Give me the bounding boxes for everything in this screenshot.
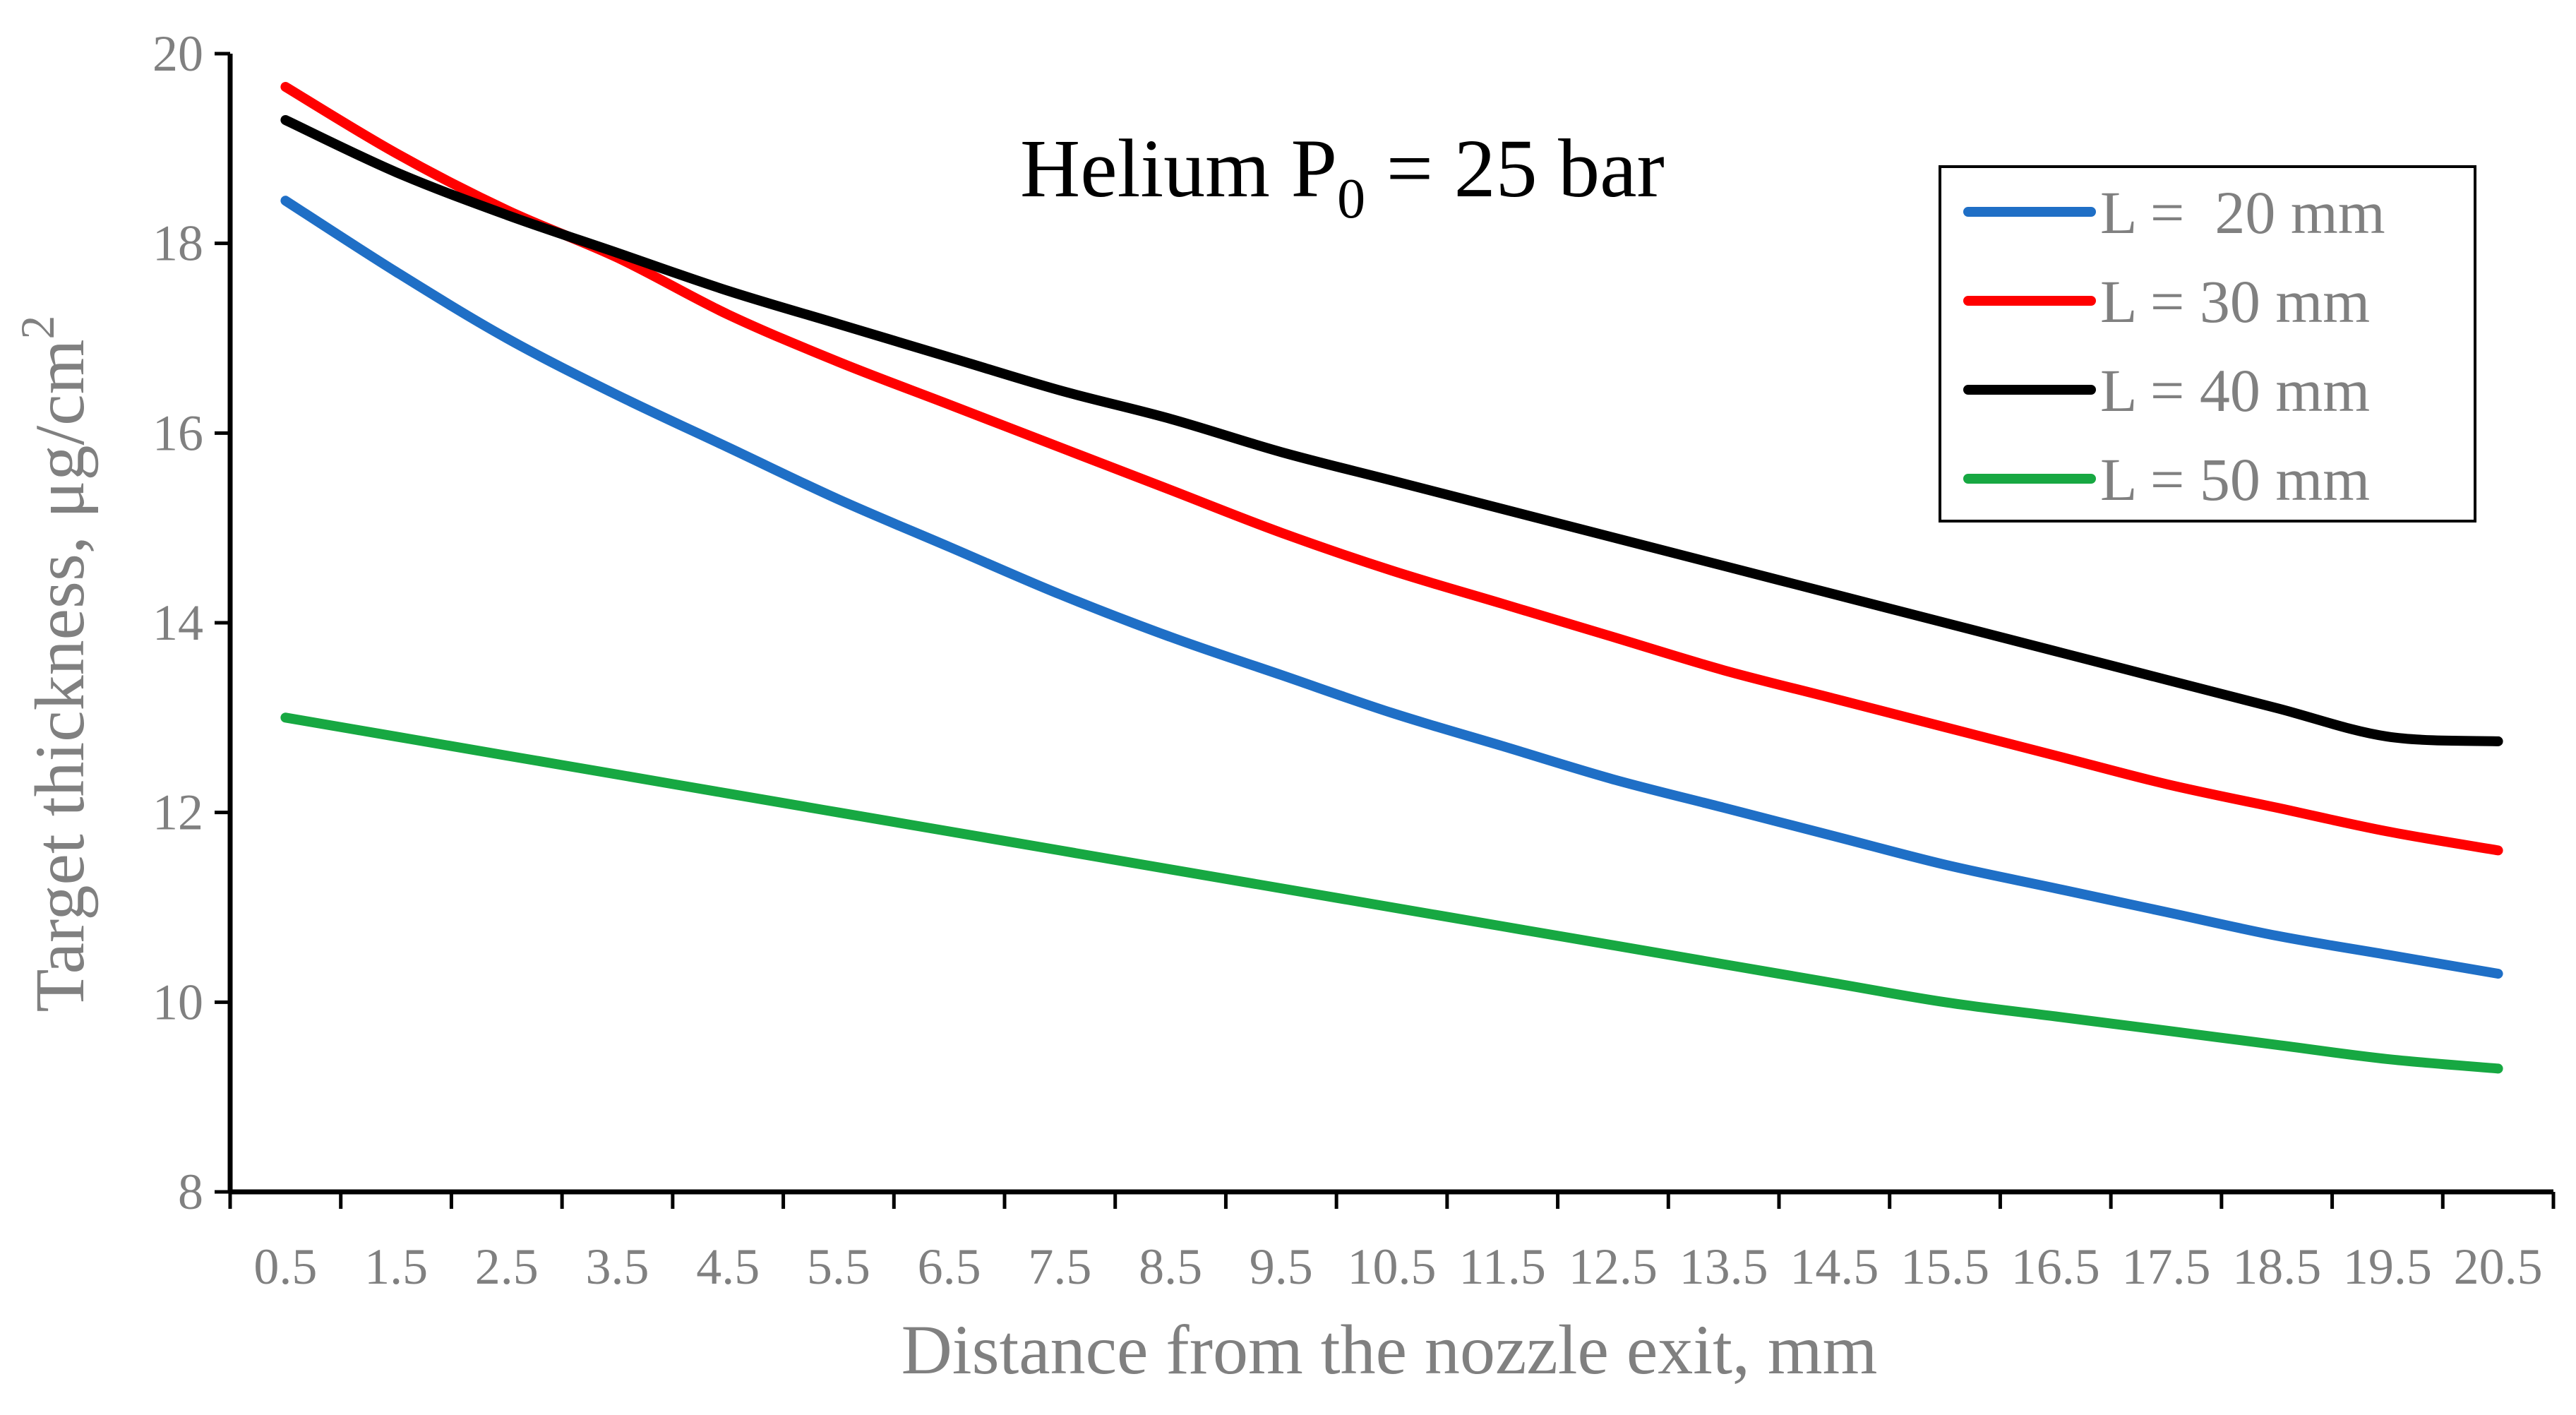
x-tick-label: 1.5	[364, 1238, 428, 1295]
x-tick-label: 0.5	[253, 1238, 317, 1295]
y-tick-label: 12	[152, 784, 203, 841]
legend-label: L = 50 mm	[2100, 446, 2370, 513]
y-tick-label: 16	[152, 405, 203, 461]
y-tick-label: 14	[152, 595, 203, 651]
legend-label: L = 40 mm	[2100, 357, 2370, 424]
y-axis-title: Target thickness, μg/cm2	[11, 316, 99, 1013]
x-tick-label: 14.5	[1790, 1238, 1879, 1295]
x-tick-label: 16.5	[2011, 1238, 2100, 1295]
legend-box	[1939, 165, 2476, 523]
chart-title: Helium P0 = 25 bar	[1020, 122, 1665, 230]
x-tick-label: 18.5	[2232, 1238, 2321, 1295]
x-tick-label: 5.5	[807, 1238, 870, 1295]
x-tick-label: 2.5	[475, 1238, 539, 1295]
y-tick-label: 10	[152, 974, 203, 1030]
x-tick-label: 7.5	[1028, 1238, 1091, 1295]
x-tick-label: 10.5	[1348, 1238, 1437, 1295]
y-axis-title-group: Target thickness, μg/cm2	[11, 316, 99, 1013]
x-tick-label: 13.5	[1679, 1238, 1768, 1295]
legend-items: L = 20 mm L = 30 mm L = 40 mm L = 50 mm	[1963, 179, 2385, 513]
y-tick-label: 20	[152, 25, 203, 82]
x-tick-label: 3.5	[586, 1238, 649, 1295]
series-layer	[280, 82, 2503, 1074]
x-tick-label: 6.5	[918, 1238, 981, 1295]
x-tick-label: 19.5	[2343, 1238, 2432, 1295]
x-axis-title: Distance from the nozzle exit, mm	[901, 1310, 1878, 1389]
x-tick-label: 8.5	[1139, 1238, 1202, 1295]
legend-label: L = 20 mm	[2100, 179, 2385, 246]
legend: L = 20 mm L = 30 mm L = 40 mm L = 50 mm	[1939, 165, 2476, 523]
series-line-4	[280, 712, 2503, 1074]
x-tick-label: 17.5	[2122, 1238, 2211, 1295]
x-tick-label: 11.5	[1459, 1238, 1546, 1295]
x-tick-label: 9.5	[1250, 1238, 1313, 1295]
x-tick-label: 20.5	[2454, 1238, 2543, 1295]
y-tick-label: 18	[152, 215, 203, 272]
series-line-1	[280, 196, 2503, 979]
x-ticks: 0.5 1.5 2.5 3.5 4.5 5.5 6.5 7.5 8.5 9.5 10.5 11.5 12…	[228, 1192, 2556, 1295]
y-ticks: 8 10 12 14 16 18 20	[152, 25, 230, 1220]
y-tick-label: 8	[178, 1164, 203, 1220]
x-tick-label: 15.5	[1900, 1238, 1989, 1295]
x-tick-label: 4.5	[696, 1238, 760, 1295]
x-tick-label: 12.5	[1569, 1238, 1658, 1295]
series-line-3	[280, 115, 2503, 746]
series-line-2	[280, 82, 2503, 856]
legend-label: L = 30 mm	[2100, 268, 2370, 335]
